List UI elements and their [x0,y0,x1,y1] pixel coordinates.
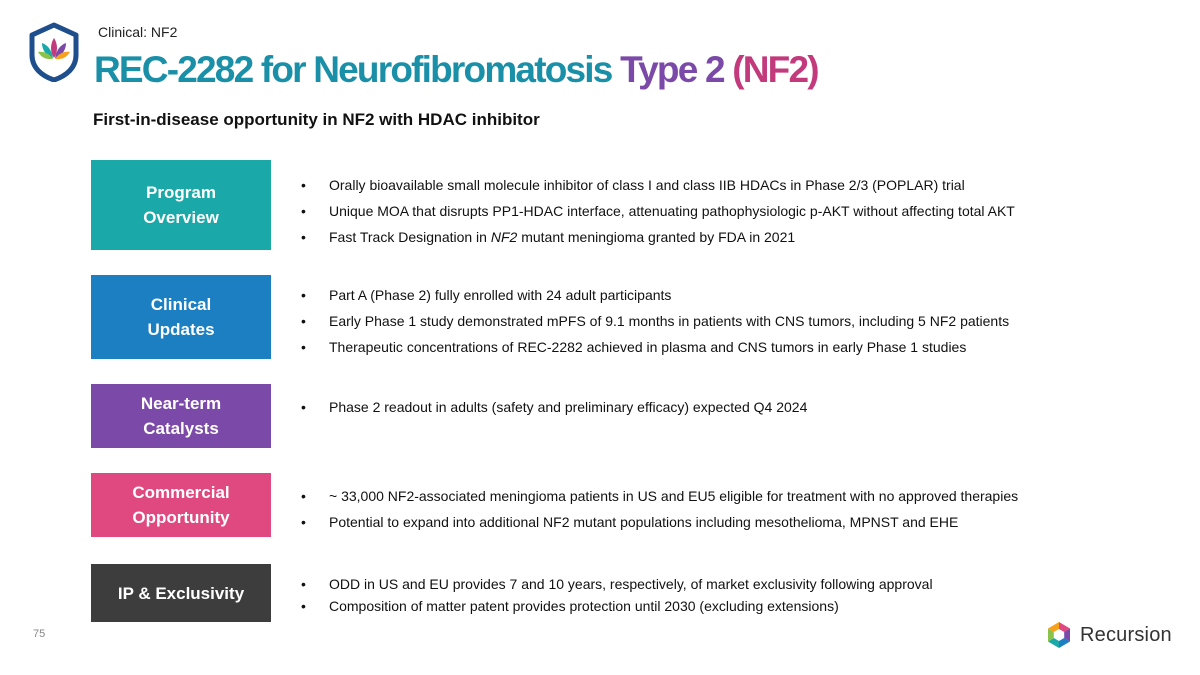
bullet-item: Potential to expand into additional NF2 … [299,509,1018,535]
section-label-line: Catalysts [143,419,219,438]
section-label-line: Opportunity [132,508,230,527]
section-clinical-updates: Clinical Updates Part A (Phase 2) fully … [91,275,1191,360]
recursion-hexagon-logo-icon [1048,622,1070,648]
title-part-pink: (NF2) [732,49,819,90]
bullet-item: Composition of matter patent provides pr… [299,595,933,617]
section-near-term-catalysts: Near-term Catalysts Phase 2 readout in a… [91,384,1191,448]
bullet-item: Therapeutic concentrations of REC-2282 a… [299,334,1009,360]
bullet-item: Orally bioavailable small molecule inhib… [299,172,1015,198]
section-label: Near-term Catalysts [91,384,271,448]
brand-name: Recursion [1080,623,1172,646]
section-label-line: Program [146,183,216,202]
section-label-line: Commercial [132,483,230,502]
bullet-text: Fast Track Designation in [329,229,491,245]
bullet-text: mutant meningioma granted by FDA in 2021 [517,229,796,245]
section-label-line: Overview [143,208,219,227]
bullet-item: Early Phase 1 study demonstrated mPFS of… [299,308,1009,334]
section-label-line: Updates [147,320,215,339]
bullet-list: ODD in US and EU provides 7 and 10 years… [299,573,933,617]
bullet-italic-text: NF2 [490,229,518,245]
section-label: Program Overview [91,160,271,250]
page-subtitle: First-in-disease opportunity in NF2 with… [93,110,540,129]
bullet-list: Part A (Phase 2) fully enrolled with 24 … [299,282,1009,360]
section-label-line: Clinical [150,295,212,314]
bullet-item: Fast Track Designation in NF2 mutant men… [299,224,1015,250]
section-label-line: Near-term [140,394,222,413]
bullet-list: Phase 2 readout in adults (safety and pr… [299,394,807,420]
section-label: Clinical Updates [91,275,271,359]
bullet-item: Unique MOA that disrupts PP1-HDAC interf… [299,198,1015,224]
bullet-list: ~ 33,000 NF2-associated meningioma patie… [299,483,1018,535]
breadcrumb: Clinical: NF2 [98,24,178,40]
bullet-list: Orally bioavailable small molecule inhib… [299,172,1015,250]
shield-leaf-logo-icon [29,22,79,82]
section-commercial-opportunity: Commercial Opportunity ~ 33,000 NF2-asso… [91,473,1191,537]
section-label-line: IP & Exclusivity [117,583,245,603]
bullet-item: Phase 2 readout in adults (safety and pr… [299,394,807,420]
brand-logo: Recursion [1046,621,1172,649]
section-label: Commercial Opportunity [91,473,271,537]
title-part-purple: Type 2 [620,49,733,90]
bullet-item: ~ 33,000 NF2-associated meningioma patie… [299,483,1018,509]
section-program-overview: Program Overview Orally bioavailable sma… [91,160,1191,250]
page-title: REC-2282 for Neurofibromatosis Type 2 (N… [94,46,820,94]
section-ip-exclusivity: IP & Exclusivity ODD in US and EU provid… [91,564,1191,622]
page-number: 75 [33,628,46,640]
bullet-item: Part A (Phase 2) fully enrolled with 24 … [299,282,1009,308]
bullet-item: ODD in US and EU provides 7 and 10 years… [299,573,933,595]
title-part-teal: REC-2282 for Neurofibromatosis [94,49,621,90]
section-label: IP & Exclusivity [91,564,271,622]
